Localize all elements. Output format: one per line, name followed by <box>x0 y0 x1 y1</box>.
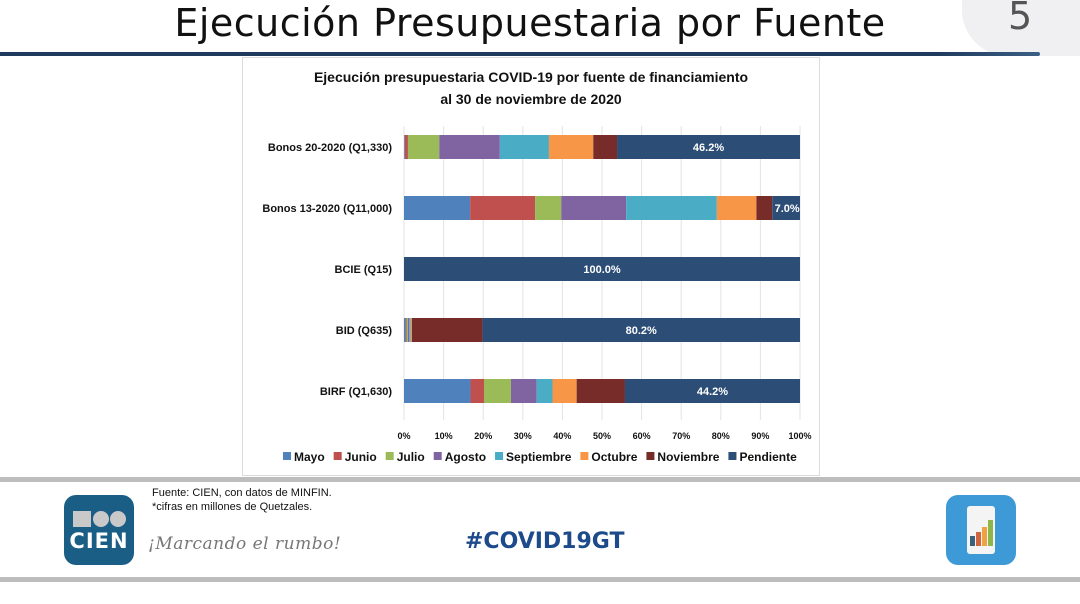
x-tick-label: 10% <box>435 431 453 441</box>
x-tick-label: 20% <box>474 431 492 441</box>
category-label: Bonos 20-2020 (Q1,330) <box>268 142 392 154</box>
x-tick-label: 0% <box>397 431 410 441</box>
chart-subtitle: al 30 de noviembre de 2020 <box>440 91 622 107</box>
x-tick-label: 100% <box>788 431 811 441</box>
icon-bar <box>988 520 993 546</box>
legend-label: Noviembre <box>657 450 719 464</box>
legend-swatch <box>385 452 394 460</box>
source-note: Fuente: CIEN, con datos de MINFIN. *cifr… <box>152 486 332 514</box>
legend-swatch <box>333 452 342 460</box>
bar-segment-mayo <box>404 135 405 159</box>
phone-shape <box>967 506 995 554</box>
logo-circle-shape <box>93 511 109 527</box>
x-tick-label: 60% <box>633 431 651 441</box>
slogan: ¡Marcando el rumbo! <box>148 534 342 554</box>
chart-title: Ejecución presupuestaria COVID-19 por fu… <box>313 69 749 85</box>
bar-segment-octubre <box>552 379 577 403</box>
bar-segment-pendiente <box>624 379 800 403</box>
category-label: BID (Q635) <box>336 325 393 337</box>
bar-segment-octubre <box>548 135 594 159</box>
title-divider <box>0 52 1040 56</box>
bar-segment-pendiente <box>617 135 800 159</box>
chart-container: Ejecución presupuestaria COVID-19 por fu… <box>242 57 820 476</box>
page-number-tab <box>962 0 1080 56</box>
page-number: 5 <box>1008 0 1033 38</box>
bar-segment-julio <box>483 379 511 403</box>
legend-label: Mayo <box>294 450 325 464</box>
bar-segment-agosto <box>510 379 537 403</box>
bar-segment-mayo <box>404 318 406 342</box>
x-tick-label: 40% <box>553 431 571 441</box>
bar-segment-septiembre <box>499 135 549 159</box>
chart-title-block: Ejecución presupuestaria COVID-19 por fu… <box>243 66 819 110</box>
bar-segment-pendiente <box>404 257 800 281</box>
legend-swatch <box>283 452 291 460</box>
legend-swatch <box>495 452 504 460</box>
bar-segment-agosto <box>439 135 500 159</box>
logo-circle-shape <box>110 511 126 527</box>
bar-chart-phone-icon <box>946 495 1016 565</box>
data-label: 100.0% <box>583 264 621 276</box>
bar-segment-junio <box>404 135 408 159</box>
bar-segment-noviembre <box>576 379 625 403</box>
bar-segment-septiembre <box>536 379 553 403</box>
logo-text: CIEN <box>69 529 129 553</box>
data-label: 80.2% <box>626 325 657 337</box>
x-tick-label: 80% <box>712 431 730 441</box>
x-tick-label: 70% <box>672 431 690 441</box>
legend-label: Junio <box>345 450 377 464</box>
bar-segment-octubre <box>410 318 412 342</box>
bar-segment-junio <box>405 318 407 342</box>
bar-segment-septiembre <box>626 196 717 220</box>
stacked-bar-chart: 0% 10% 20% 30% 40% 50% 60% 70% 80% 90% 100% Bonos 2… <box>262 126 812 464</box>
footer-divider-bottom <box>0 577 1080 582</box>
bar-segment-noviembre <box>411 318 483 342</box>
logo-square-shape <box>73 511 91 527</box>
bar-segment-agosto <box>561 196 627 220</box>
bar-segment-julio <box>407 135 440 159</box>
hashtag: #COVID19GT <box>465 529 625 554</box>
bar-segment-septiembre <box>409 318 411 342</box>
bar-segment-mayo <box>404 196 471 220</box>
bar-segment-junio <box>470 196 536 220</box>
legend-swatch <box>646 452 655 460</box>
legend-swatch <box>728 452 737 460</box>
legend-swatch <box>580 452 589 460</box>
icon-bar <box>982 527 987 546</box>
legend-label: Pendiente <box>739 450 797 464</box>
data-label: 7.0% <box>775 203 800 215</box>
bar-segment-noviembre <box>593 135 618 159</box>
category-label: BIRF (Q1,630) <box>320 386 392 398</box>
cien-logo: CIEN <box>64 495 134 565</box>
bar-segment-agosto <box>407 318 410 342</box>
slide-title: Ejecución Presupuestaria por Fuente <box>174 1 886 45</box>
data-label: 46.2% <box>693 142 724 154</box>
legend-label: Agosto <box>445 450 486 464</box>
x-tick-label: 30% <box>514 431 532 441</box>
bar-segment-pendiente <box>772 196 800 220</box>
bar-segment-noviembre <box>756 196 773 220</box>
category-label: BCIE (Q15) <box>335 264 393 276</box>
data-label: 44.2% <box>697 386 728 398</box>
legend-label: Octubre <box>591 450 637 464</box>
category-label: Bonos 13-2020 (Q11,000) <box>262 203 392 215</box>
x-tick-label: 90% <box>751 431 769 441</box>
units-note: *cifras en millones de Quetzales. <box>152 501 313 513</box>
bar-segment-octubre <box>716 196 757 220</box>
legend-label: Septiembre <box>506 450 572 464</box>
bar-segment-junio <box>470 379 484 403</box>
bar-segment-pendiente <box>482 318 800 342</box>
icon-bar <box>976 532 981 546</box>
bar-segment-julio <box>535 196 562 220</box>
bar-segment-mayo <box>404 379 471 403</box>
source-line: Fuente: CIEN, con datos de MINFIN. <box>152 487 332 499</box>
x-tick-label: 50% <box>593 431 611 441</box>
legend-label: Julio <box>397 450 425 464</box>
legend-swatch <box>433 452 442 460</box>
footer-divider-top <box>0 477 1080 482</box>
bar-segment-julio <box>406 318 408 342</box>
icon-bar <box>970 536 975 546</box>
